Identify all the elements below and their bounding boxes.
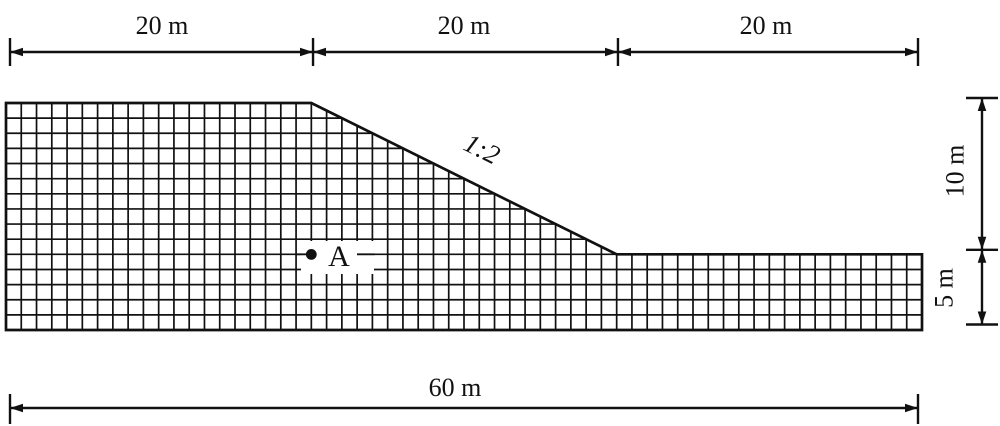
- bottom-dimension-label: 60 m: [429, 373, 482, 402]
- right-dimension-lines: [966, 96, 998, 326]
- top-dimension-lines: [8, 38, 920, 66]
- right-dimension-label-5m: 5 m: [930, 268, 959, 308]
- mesh-grid: [6, 103, 922, 330]
- top-dimension-label-3: 20 m: [740, 11, 793, 40]
- bottom-dimension-line: [8, 394, 920, 424]
- soil-outline: [4, 101, 924, 332]
- top-dimension-label-2: 20 m: [438, 11, 491, 40]
- right-dimension-label-10m: 10 m: [941, 145, 970, 198]
- point-a-label: A: [328, 240, 350, 273]
- top-dimension-label-1: 20 m: [136, 11, 189, 40]
- slope-ratio-label: 1:2: [459, 128, 505, 171]
- diagram-graphics: [4, 38, 998, 424]
- point-a-marker: [305, 249, 317, 260]
